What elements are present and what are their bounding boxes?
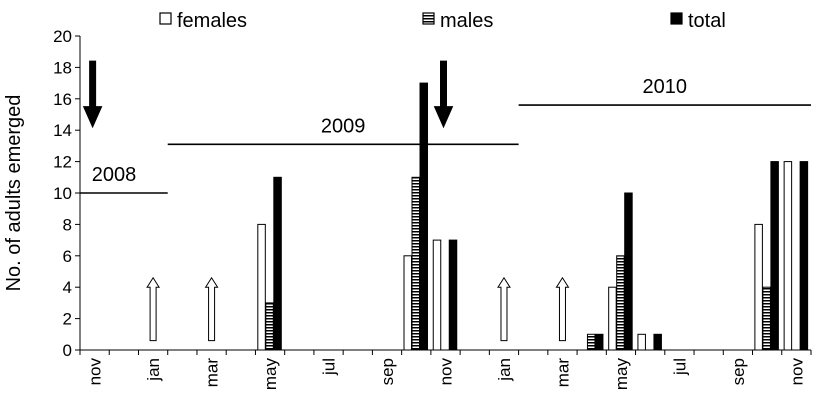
bar-males	[265, 302, 274, 351]
bar-females	[257, 223, 266, 351]
bar-total	[653, 333, 662, 351]
y-tick-label: 4	[63, 278, 72, 297]
y-tick-label: 12	[53, 153, 72, 172]
bar-total	[594, 333, 604, 351]
x-tick-label: mar	[203, 358, 222, 388]
bar-total	[624, 192, 633, 351]
year-spans: 2008 2009 2010	[80, 76, 811, 194]
open-arrow	[497, 276, 511, 342]
x-axis-ticks: nov jan mar may jul sep nov jan mar may jul sep nov	[79, 350, 812, 391]
x-tick-label: may	[261, 358, 280, 391]
y-tick-label: 16	[53, 90, 72, 109]
bar-total	[448, 239, 458, 351]
bar-females	[783, 161, 793, 351]
bar-females	[637, 333, 646, 351]
y-axis-title: No. of adults emerged	[3, 95, 25, 292]
black-arrow	[82, 60, 103, 129]
legend-label-females: females	[177, 10, 247, 32]
x-tick-label: nov	[787, 358, 806, 386]
y-tick-label: 20	[53, 27, 72, 46]
y-tick-label: 10	[53, 184, 72, 203]
legend-swatch-males	[422, 12, 435, 25]
y-tick-label: 18	[53, 58, 72, 77]
legend-label-total: total	[688, 10, 726, 32]
x-tick-label: jan	[144, 358, 163, 382]
x-tick-label: sep	[378, 358, 397, 385]
bar-males	[586, 333, 596, 351]
black-arrow	[433, 60, 454, 129]
y-tick-label: 8	[63, 215, 72, 234]
y-axis-ticks: 0 2 4 6 8 10 12 14 16 18 20	[53, 27, 80, 360]
bar-total	[799, 161, 809, 351]
x-tick-label: jul	[670, 358, 689, 376]
x-tick-label: may	[612, 358, 631, 391]
legend-label-males: males	[440, 10, 493, 32]
bar-males	[411, 176, 421, 351]
bar-males	[616, 255, 625, 351]
x-tick-label: nov	[437, 358, 456, 386]
legend: females males total	[159, 10, 726, 32]
x-tick-label: sep	[729, 358, 748, 385]
x-tick-label: nov	[86, 358, 105, 386]
bar-total	[770, 161, 779, 351]
y-tick-label: 0	[63, 341, 72, 360]
bar-males	[762, 286, 771, 351]
bar-females	[403, 255, 413, 351]
bar-females	[432, 239, 442, 351]
y-tick-label: 14	[53, 121, 72, 140]
x-tick-label: mar	[553, 358, 572, 388]
bar-females	[754, 223, 763, 351]
year-span-label: 2009	[321, 115, 366, 137]
y-tick-label: 2	[63, 310, 72, 329]
bar-females	[608, 286, 617, 351]
y-tick-label: 6	[63, 247, 72, 266]
legend-swatch-total	[670, 12, 683, 25]
open-arrow	[555, 276, 570, 342]
open-arrow	[146, 276, 161, 342]
year-span-label: 2010	[643, 76, 688, 98]
legend-swatch-females	[159, 12, 172, 25]
x-tick-label: jan	[495, 358, 514, 382]
bar-total	[273, 176, 282, 351]
year-span-label: 2008	[92, 164, 137, 186]
arrows	[82, 60, 570, 342]
bar-total	[419, 82, 429, 351]
x-tick-label: jul	[320, 358, 339, 376]
axes	[79, 36, 811, 351]
open-arrow	[204, 276, 219, 342]
